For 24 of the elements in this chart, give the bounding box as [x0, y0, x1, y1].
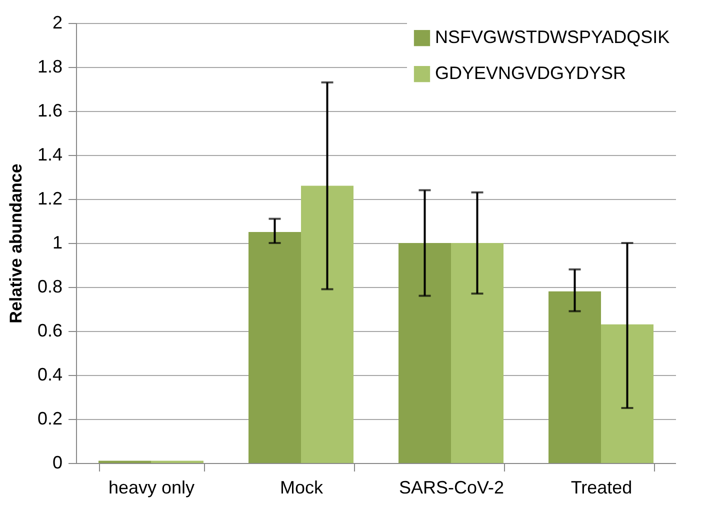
x-tick-label: Treated	[570, 478, 632, 498]
y-tick-label: 0	[52, 452, 62, 472]
legend-label: GDYEVNGVDGYDYSR	[435, 63, 626, 83]
y-tick-label: 0.8	[37, 276, 62, 296]
y-tick-label: 0.4	[37, 364, 62, 384]
y-tick-label: 1.8	[37, 56, 62, 76]
bar	[248, 232, 301, 463]
y-tick-label: 2	[52, 12, 62, 32]
x-tick-label: Mock	[280, 478, 324, 498]
bar	[601, 324, 654, 463]
bar	[451, 243, 504, 463]
legend-label: NSFVGWSTDWSPYADQSIK	[435, 27, 670, 47]
y-tick-label: 1.6	[37, 100, 62, 120]
y-tick-label: 1	[52, 232, 62, 252]
bar	[398, 243, 451, 463]
x-tick-label: SARS-CoV-2	[398, 478, 504, 498]
y-tick-label: 1.4	[37, 144, 62, 164]
bar	[548, 291, 601, 463]
y-axis-title: Relative abundance	[6, 164, 26, 324]
y-tick-label: 1.2	[37, 188, 62, 208]
x-tick-label: heavy only	[108, 478, 195, 498]
bar	[301, 186, 354, 463]
y-tick-label: 0.6	[37, 320, 62, 340]
y-tick-label: 0.2	[37, 408, 62, 428]
